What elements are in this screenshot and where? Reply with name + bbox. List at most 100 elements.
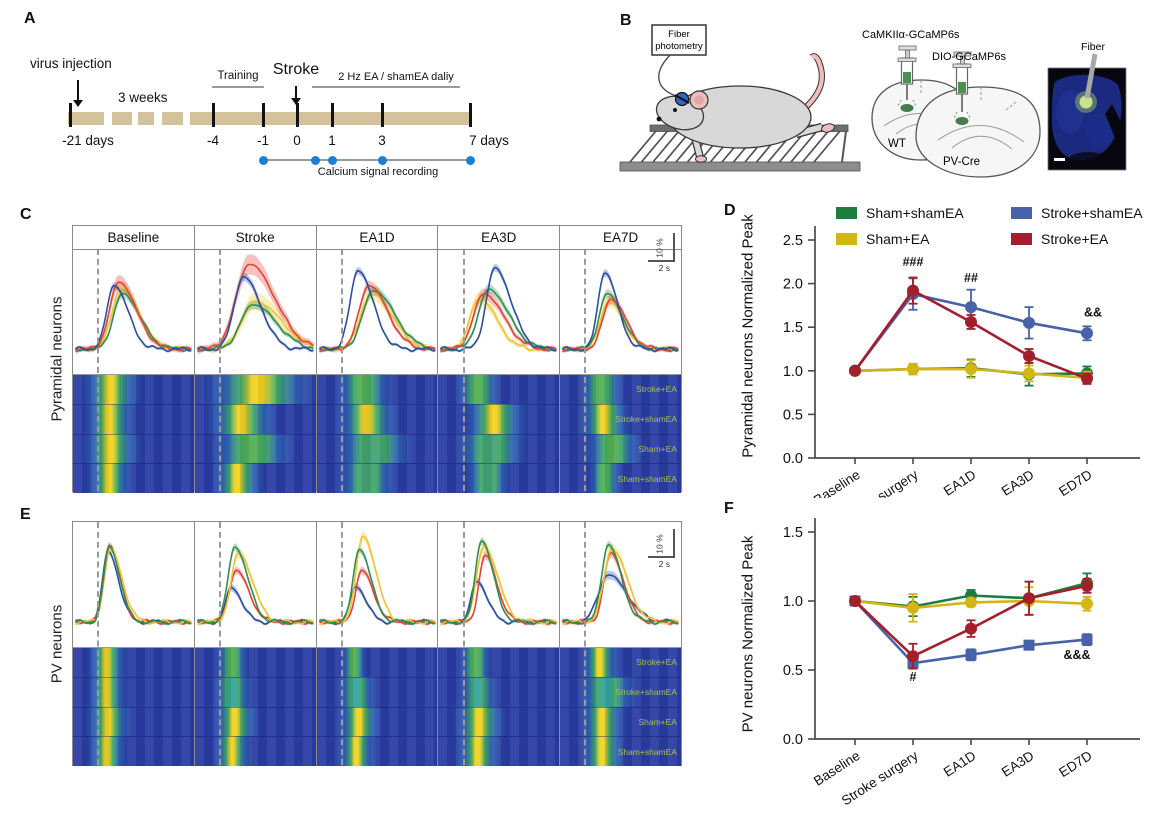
column-header: EA3D <box>438 226 560 250</box>
legend-label: Sham+shamEA <box>866 205 964 221</box>
virus-injection-label: virus injection <box>30 56 112 71</box>
pyramidal-heatmap <box>194 374 316 493</box>
recording-line <box>263 159 471 161</box>
heatmap-row <box>194 375 316 404</box>
stimulus-onset-line <box>340 249 343 491</box>
heatmap-row <box>73 736 194 766</box>
svg-text:2.5: 2.5 <box>783 233 803 249</box>
stimulus-onset-line <box>218 249 221 491</box>
virus2-label: DIO-GCaMP6s <box>932 51 1006 63</box>
timeline-bar-dash <box>162 112 183 125</box>
timeline-tick <box>69 103 72 127</box>
pv-heatmap: Stroke+EA Stroke+shamEA Sham+EA Sham+shamEA <box>560 647 681 766</box>
pv-heatmap <box>73 647 194 766</box>
heatmap-row <box>194 403 316 434</box>
svg-text:Baseline: Baseline <box>811 748 863 789</box>
pyramidal-trace-plot <box>318 267 436 354</box>
stimulus-onset-line <box>97 522 100 765</box>
pyramidal-trace-plot <box>440 263 558 354</box>
heatmap-row <box>438 433 560 464</box>
mouse-tail <box>803 54 824 110</box>
pv-heatmap <box>438 647 560 766</box>
stimulus-onset-line <box>584 522 587 765</box>
pyramidal-heatmap <box>438 374 560 493</box>
svg-text:EA1D: EA1D <box>941 748 979 780</box>
heatmap-row <box>194 463 316 493</box>
recording-dot <box>310 155 320 165</box>
recording-label: Calcium signal recording <box>317 166 439 178</box>
pv-trace-plot <box>74 542 192 626</box>
gcamp-spot <box>1079 95 1093 109</box>
heatmap-row <box>316 375 438 404</box>
heatmap-row: Sham+EA <box>560 433 681 464</box>
pv-side-label: PV neurons <box>48 604 66 683</box>
pv-column-ea1d <box>315 522 438 766</box>
panel-b-setup-illustration: Fiber photometry <box>619 24 1127 178</box>
heatmap-row <box>316 463 438 493</box>
panel-e-letter: E <box>20 506 31 523</box>
legend-label: Sham+EA <box>866 231 930 247</box>
heatmap-row-label: Stroke+shamEA <box>615 414 677 425</box>
svg-text:0.0: 0.0 <box>783 732 803 748</box>
histology-image: Fiber <box>1047 41 1127 171</box>
column-header: Baseline <box>73 226 194 250</box>
pv-trace-plot <box>196 543 314 626</box>
heatmap-row: Stroke+EA <box>560 648 681 677</box>
heatmap-row <box>438 403 560 434</box>
timeline-tick-label: 1 <box>328 133 336 148</box>
timeline-tick <box>381 103 384 127</box>
column-header: EA7D <box>560 226 681 250</box>
scale-vertical-label: 10 % <box>654 534 665 554</box>
fiber-label: Fiber <box>1081 41 1105 53</box>
pv-column-stroke <box>193 522 316 766</box>
mouse-inner-ear <box>694 95 704 105</box>
pyramidal-trace-plot <box>196 254 314 355</box>
heatmap-row: Sham+shamEA <box>560 736 681 766</box>
heatmap-row-label: Sham+shamEA <box>617 473 677 484</box>
pvcre-mark <box>1005 101 1017 111</box>
pv-trace-plot <box>440 537 558 626</box>
fiber-photometry-box <box>651 24 707 56</box>
legend-swatch <box>1011 233 1032 245</box>
mouse-illustration <box>655 53 835 163</box>
svg-text:&&: && <box>1084 306 1102 320</box>
recording-dot <box>258 155 268 165</box>
syringe-dio <box>952 51 972 125</box>
mouse-hindfoot <box>821 123 835 133</box>
timeline-bar-dash <box>138 112 154 125</box>
svg-text:ED7D: ED7D <box>1056 748 1095 780</box>
recording-dot <box>327 155 337 165</box>
heatmap-row-label: Stroke+shamEA <box>615 687 677 698</box>
mouse-forefoot <box>695 155 707 163</box>
timeline-tick <box>212 103 215 127</box>
fiber-photometry-label-1: Fiber <box>668 29 690 40</box>
timeline-tick <box>296 103 299 127</box>
heatmap-row <box>73 403 194 434</box>
heatmap-row-label: Sham+EA <box>638 716 677 727</box>
heatmap-row <box>438 736 560 766</box>
heatmap-row <box>316 403 438 434</box>
svg-text:##: ## <box>964 271 978 285</box>
recording-dot <box>377 155 387 165</box>
scale-vertical-label: 10 % <box>654 238 665 258</box>
pv-trace-plot <box>562 540 679 626</box>
ea-daily-label: 2 Hz EA / shamEA daliy <box>338 71 454 83</box>
heatmap-row <box>438 676 560 707</box>
fiber-wire <box>658 54 680 98</box>
syringe-camk <box>897 45 917 112</box>
ea-daily-underline <box>312 86 460 88</box>
pyramidal-column-ea1d: EA1D <box>315 226 438 493</box>
scalebar-white <box>1054 158 1065 161</box>
pv-heatmap <box>194 647 316 766</box>
panel-b-letter: B <box>620 12 632 29</box>
pyramidal-column-baseline: Baseline <box>73 226 194 493</box>
panel-a-letter: A <box>24 10 36 27</box>
heatmap-row: Sham+shamEA <box>560 463 681 493</box>
timeline-tick-label: -1 <box>256 133 270 148</box>
heatmap-row <box>316 676 438 707</box>
timeline-tick <box>469 103 472 127</box>
heatmap-row <box>194 736 316 766</box>
pv-column-ea3d <box>437 522 560 766</box>
